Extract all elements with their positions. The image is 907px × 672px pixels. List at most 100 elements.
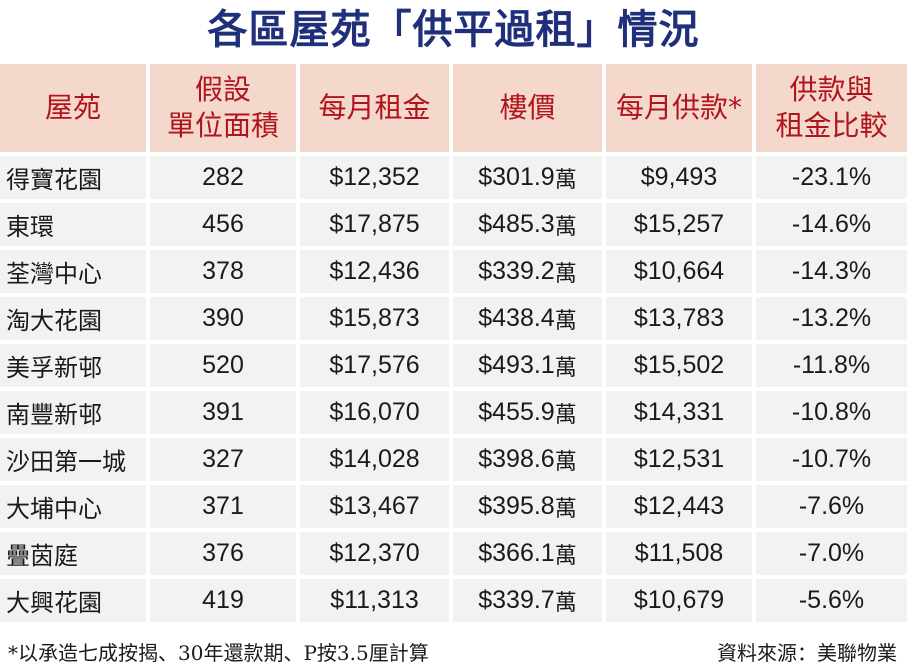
area-cell: 419 bbox=[150, 579, 300, 626]
mortgage-cell: $15,257 bbox=[606, 203, 756, 250]
mortgage-cell: $12,443 bbox=[606, 485, 756, 532]
data-table: 屋苑 假設 單位面積 每月租金 樓價 每月供款* 供款與 租金比較 得寶花園 282 $12,352… bbox=[0, 64, 907, 626]
source-credit: 資料來源：美聯物業 bbox=[717, 641, 897, 665]
mortgage-cell: $10,664 bbox=[606, 250, 756, 297]
price-cell: $366.1 萬 bbox=[453, 532, 606, 579]
header-line-1: 每月供款* bbox=[615, 91, 742, 125]
diff-cell-value: -10.8% bbox=[791, 398, 872, 426]
diff-cell: -7.0% bbox=[756, 532, 907, 579]
rent-cell-value: $11,313 bbox=[330, 586, 419, 614]
price-cell: $485.3 萬 bbox=[453, 203, 606, 250]
price-cell: $301.9 萬 bbox=[453, 156, 606, 203]
mortgage-cell-value: $13,783 bbox=[633, 304, 725, 332]
price-cell-value: $339.2 bbox=[478, 257, 555, 285]
estate-cell-value: 沙田第一城 bbox=[6, 448, 126, 476]
area-cell: 391 bbox=[150, 391, 300, 438]
rent-cell: $16,070 bbox=[300, 391, 453, 438]
estate-cell: 沙田第一城 bbox=[0, 438, 150, 485]
diff-cell: -13.2% bbox=[756, 297, 907, 344]
header-line-1: 屋苑 bbox=[44, 91, 101, 125]
rent-cell-value: $17,576 bbox=[329, 351, 420, 379]
diff-cell-value: -7.6% bbox=[798, 492, 865, 520]
estate-cell: 南豐新邨 bbox=[0, 391, 150, 438]
price-cell: $398.6 萬 bbox=[453, 438, 606, 485]
rent-cell: $17,576 bbox=[300, 344, 453, 391]
price-cell-value: $398.6 bbox=[478, 445, 555, 473]
area-cell: 390 bbox=[150, 297, 300, 344]
mortgage-cell: $12,531 bbox=[606, 438, 756, 485]
price-unit: 萬 bbox=[554, 308, 577, 334]
diff-cell-value: -23.1% bbox=[791, 163, 872, 191]
diff-cell-value: -11.8% bbox=[792, 351, 871, 379]
estate-cell: 淘大花園 bbox=[0, 297, 150, 344]
area-cell-value: 390 bbox=[202, 304, 244, 332]
area-cell: 520 bbox=[150, 344, 300, 391]
chart-title: 各區屋苑「供平過租」情況 bbox=[207, 7, 700, 53]
rent-cell-value: $12,370 bbox=[329, 539, 420, 567]
mortgage-cell-value: $11,508 bbox=[634, 539, 724, 567]
rent-cell: $12,370 bbox=[300, 532, 453, 579]
mortgage-cell-value: $10,679 bbox=[633, 586, 725, 614]
price-unit: 萬 bbox=[554, 402, 577, 428]
price-header: 樓價 bbox=[453, 64, 606, 156]
area-cell-value: 371 bbox=[202, 492, 244, 520]
area-cell-value: 456 bbox=[202, 210, 244, 238]
price-cell-value: $455.9 bbox=[478, 398, 555, 426]
estate-cell: 得寶花園 bbox=[0, 156, 150, 203]
footnote: *以承造七成按揭、30年還款期、P按3.5厘計算 bbox=[8, 641, 429, 665]
price-cell: $339.7 萬 bbox=[453, 579, 606, 626]
price-unit: 萬 bbox=[554, 261, 577, 287]
price-cell: $455.9 萬 bbox=[453, 391, 606, 438]
estate-cell-value: 得寶花園 bbox=[6, 166, 102, 194]
area-cell-value: 391 bbox=[202, 398, 244, 426]
estate-cell-value: 疊茵庭 bbox=[6, 542, 78, 570]
rent-cell-value: $16,070 bbox=[329, 398, 420, 426]
area-cell: 282 bbox=[150, 156, 300, 203]
mortgage-cell-value: $15,257 bbox=[633, 210, 725, 238]
diff-cell-value: -13.2% bbox=[791, 304, 872, 332]
area-cell: 327 bbox=[150, 438, 300, 485]
estate-cell: 東環 bbox=[0, 203, 150, 250]
estate-cell-value: 大埔中心 bbox=[6, 495, 102, 523]
header-line-2: 租金比較 bbox=[775, 109, 888, 142]
header-line-1: 假設 bbox=[194, 73, 251, 107]
area-cell-value: 520 bbox=[202, 351, 244, 379]
mortgage-cell: $14,331 bbox=[606, 391, 756, 438]
mortgage-cell-value: $14,331 bbox=[633, 398, 725, 426]
rent-cell: $17,875 bbox=[300, 203, 453, 250]
diff-cell: -14.6% bbox=[756, 203, 907, 250]
footer: *以承造七成按揭、30年還款期、P按3.5厘計算 資料來源：美聯物業 bbox=[0, 633, 907, 669]
mortgage-cell-value: $12,531 bbox=[633, 445, 725, 473]
diff-cell: -7.6% bbox=[756, 485, 907, 532]
price-unit: 萬 bbox=[554, 543, 577, 569]
diff-cell: -5.6% bbox=[756, 579, 907, 626]
diff-cell: -10.8% bbox=[756, 391, 907, 438]
header-line-1: 樓價 bbox=[499, 91, 556, 125]
header-line-2: 單位面積 bbox=[166, 109, 279, 142]
diff-cell: -11.8% bbox=[756, 344, 907, 391]
price-unit: 萬 bbox=[554, 167, 577, 193]
header-line-1: 每月租金 bbox=[318, 91, 431, 125]
mortgage-cell: $9,493 bbox=[606, 156, 756, 203]
price-cell-value: $493.1 bbox=[478, 351, 555, 379]
rent-cell-value: $17,875 bbox=[329, 210, 420, 238]
price-cell: $339.2 萬 bbox=[453, 250, 606, 297]
mortgage-cell-value: $9,493 bbox=[640, 163, 718, 191]
area-header: 假設 單位面積 bbox=[150, 64, 300, 156]
price-unit: 萬 bbox=[554, 449, 577, 475]
estate-cell-value: 大興花園 bbox=[6, 589, 102, 617]
area-cell-value: 282 bbox=[202, 163, 244, 191]
rent-cell-value: $12,436 bbox=[329, 257, 420, 285]
rent-cell: $12,352 bbox=[300, 156, 453, 203]
diff-cell-value: -5.6% bbox=[798, 586, 865, 614]
estate-cell-value: 東環 bbox=[6, 213, 54, 241]
area-cell: 378 bbox=[150, 250, 300, 297]
price-cell-value: $366.1 bbox=[478, 539, 555, 567]
area-cell-value: 376 bbox=[202, 539, 244, 567]
mortgage-cell: $13,783 bbox=[606, 297, 756, 344]
diff-cell-value: -7.0% bbox=[798, 539, 865, 567]
estate-cell: 美孚新邨 bbox=[0, 344, 150, 391]
price-cell-value: $438.4 bbox=[478, 304, 555, 332]
diff-cell-value: -14.3% bbox=[791, 257, 872, 285]
price-unit: 萬 bbox=[554, 355, 577, 381]
